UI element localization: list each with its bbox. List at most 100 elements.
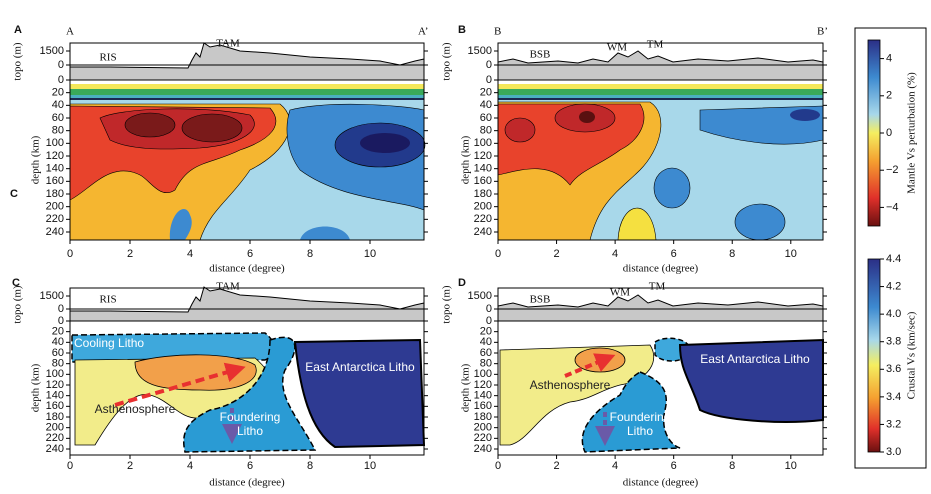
depth-tick-label: 140 (46, 390, 64, 402)
x-tick-label: 4 (187, 460, 193, 472)
colorbar (867, 39, 881, 227)
topo-tick-label: 1500 (40, 290, 64, 302)
anomaly (124, 112, 176, 138)
colorbar-tick-label: 0 (886, 127, 892, 139)
colorbar-frame (854, 27, 927, 469)
feature-label: BSB (530, 49, 551, 61)
depth-tick-label: 40 (52, 336, 64, 348)
depth-tick-label: 60 (480, 347, 492, 359)
depth-tick-label: 160 (46, 175, 64, 187)
y-axis-label: topo (m) (12, 285, 24, 324)
depth-tick-label: 180 (474, 411, 492, 423)
anomaly (181, 113, 243, 143)
x-tick-label: 0 (495, 248, 501, 260)
topo-tick-label: 1500 (468, 290, 492, 302)
y-axis-label: topo (m) (441, 42, 453, 81)
depth-tick-label: 0 (486, 315, 492, 327)
anomaly (653, 167, 691, 209)
panel-letter: A (14, 24, 22, 36)
depth-tick-label: 160 (474, 400, 492, 412)
feature-label: TM (649, 281, 666, 293)
depth-tick-label: 0 (486, 74, 492, 86)
panel-letter: D (458, 277, 466, 289)
crust-band (498, 98, 823, 100)
panel-letter: B (458, 24, 466, 36)
crust-band (498, 89, 823, 95)
interpretation-d (499, 337, 824, 453)
colorbar-tick-label: −2 (886, 164, 899, 176)
x-tick-label: 10 (364, 248, 376, 260)
x-tick-label: 8 (307, 460, 313, 472)
flow-arrow (564, 353, 616, 378)
x-tick-label: 10 (785, 248, 797, 260)
depth-tick-label: 100 (474, 137, 492, 149)
crust-band (70, 95, 424, 98)
depth-tick-label: 80 (480, 125, 492, 137)
topo-profile (497, 294, 824, 322)
depth-tick-label: 200 (46, 422, 64, 434)
feature-label: RIS (99, 294, 116, 306)
anomaly (360, 133, 410, 153)
depth-tick-label: 20 (480, 87, 492, 99)
depth-tick-label: 220 (474, 213, 492, 225)
topo-tick-label: 0 (58, 303, 64, 315)
depth-tick-label: 200 (46, 201, 64, 213)
x-tick-label: 8 (307, 248, 313, 260)
x-tick-label: 4 (187, 248, 193, 260)
x-axis-label: distance (degree) (209, 477, 285, 489)
topo-tick-label: 0 (486, 59, 492, 71)
topo-profile (69, 42, 425, 81)
depth-tick-label: 20 (52, 87, 64, 99)
topo-tick-label: 1500 (40, 45, 64, 57)
depth-tick-label: 140 (46, 163, 64, 175)
depth-tick-label: 140 (474, 163, 492, 175)
colorbar-tick-label: 4.2 (886, 280, 901, 292)
depth-tick-label: 200 (474, 422, 492, 434)
depth-tick-label: 180 (46, 188, 64, 200)
colorbar-tick-label: −4 (886, 201, 899, 213)
x-axis-label: distance (degree) (623, 263, 699, 275)
colorbar-tick-label: 2 (886, 90, 892, 102)
colorbar-tick-label: 3.8 (886, 336, 901, 348)
y-axis-label: depth (km) (30, 363, 42, 412)
interpretation-c (71, 332, 426, 453)
depth-tick-label: 80 (52, 125, 64, 137)
y-axis-label: depth (km) (30, 135, 42, 184)
depth-tick-label: 0 (58, 315, 64, 327)
feature-label: TM (647, 39, 664, 51)
y-axis-label: depth (km) (460, 363, 472, 412)
depth-tick-label: 20 (52, 326, 64, 338)
depth-frame (497, 320, 824, 456)
feature-label: TAM (216, 281, 240, 293)
x-tick-label: 10 (364, 460, 376, 472)
topo-tick-label: 1500 (468, 45, 492, 57)
depth-tick-label: 100 (46, 137, 64, 149)
unit-label: Asthenosphere (529, 378, 611, 392)
depth-tick-label: 40 (480, 99, 492, 111)
feature-label: WM (607, 42, 627, 54)
unit-label: East Antarctica Litho (700, 352, 810, 366)
depth-tick-label: 60 (52, 112, 64, 124)
crust-band (498, 95, 823, 98)
anomaly (579, 111, 595, 123)
flow-arrow (114, 362, 246, 407)
depth-tick-label: 120 (474, 150, 492, 162)
depth-tick-label: 200 (474, 201, 492, 213)
anomaly (617, 207, 657, 241)
x-tick-label: 2 (553, 460, 559, 472)
x-tick-label: 6 (671, 248, 677, 260)
unit-label: Foundering Litho (219, 410, 281, 438)
depth-tick-label: 80 (52, 358, 64, 370)
depth-frame (69, 320, 425, 456)
anomaly (504, 117, 536, 143)
depth-tick-label: 100 (474, 368, 492, 380)
colorbar-tick-label: 3.2 (886, 418, 901, 430)
unit-label: Foundering Litho (609, 410, 671, 438)
panel-letter: C (10, 188, 18, 200)
panel-letter: C (12, 277, 20, 289)
depth-tick-label: 100 (46, 368, 64, 380)
profile-end-label: B (494, 26, 501, 38)
tomography-a (69, 84, 426, 241)
depth-frame (69, 79, 425, 241)
